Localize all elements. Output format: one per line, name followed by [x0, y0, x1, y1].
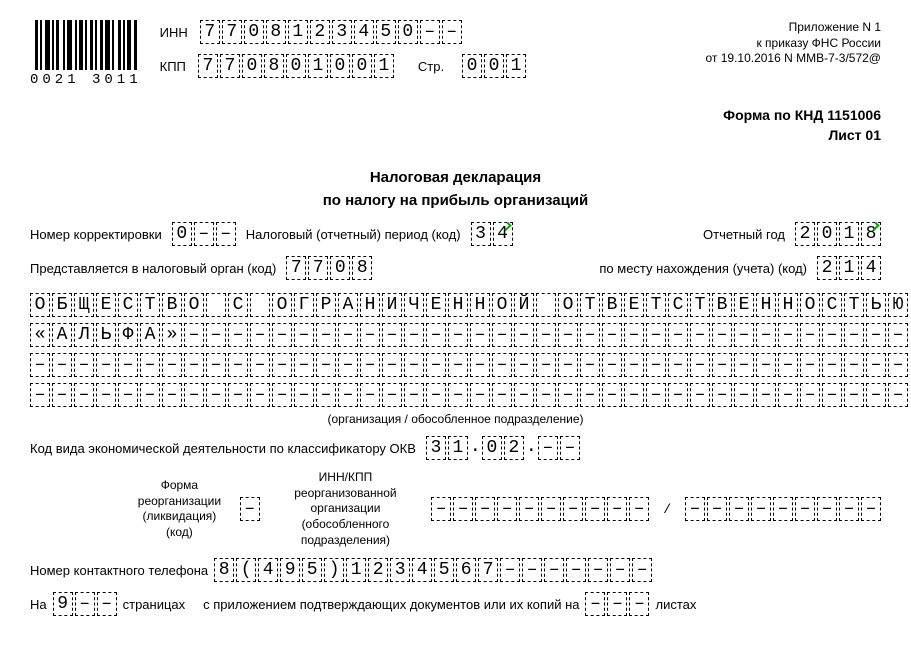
org-caption: (организация / обособленное подразделени… — [30, 412, 881, 426]
kpp-label: КПП — [160, 59, 186, 74]
organization-name: ОБЩЕСТВОСОГРАНИЧЕННОЙОТВЕТСТВЕННОСТЬЮ «А… — [30, 290, 881, 410]
form-code: Форма по КНД 1151006 Лист 01 — [30, 106, 881, 145]
report-year-field: 2018 — [795, 222, 881, 246]
reorg-form-label: Формареорганизации(ликвидация) (код) — [133, 478, 226, 540]
location-label: по месту нахождения (учета) (код) — [599, 261, 807, 276]
tax-period-label: Налоговый (отчетный) период (код) — [246, 227, 461, 242]
attach-label: с приложением подтверждающих документов … — [203, 597, 579, 612]
okved-field: 31.02.–– — [426, 436, 580, 460]
correction-label: Номер корректировки — [30, 227, 162, 242]
reorg-code-field: – — [240, 497, 260, 521]
location-field: 214 — [817, 256, 881, 280]
attach-count-field: ––– — [585, 592, 649, 616]
tax-period-field: 34 — [471, 222, 513, 246]
barcode: 0021 3011 — [30, 20, 142, 88]
phone-field: 8(495)1234567––––––– — [214, 558, 652, 582]
kpp-field: 770801001 — [198, 54, 394, 78]
reorg-inn-field: –––––––––– — [431, 497, 649, 521]
tax-office-label: Представляется в налоговый орган (код) — [30, 261, 276, 276]
page-label: Стр. — [418, 59, 444, 74]
inn-label: ИНН — [160, 25, 188, 40]
inn-field: 7708123450–– — [200, 20, 462, 44]
barcode-label: 0021 3011 — [30, 72, 142, 88]
tax-office-field: 7708 — [286, 256, 372, 280]
reorg-kpp-field: ––––––––– — [685, 497, 881, 521]
sheets-label: листах — [655, 597, 696, 612]
form-title: Налоговая декларация по налогу на прибыл… — [30, 167, 881, 212]
phone-label: Номер контактного телефона — [30, 563, 208, 578]
page-field: 001 — [462, 54, 526, 78]
okved-label: Код вида экономической деятельности по к… — [30, 441, 416, 456]
reorg-inn-label: ИНН/КПП реорганизованнойорганизации (обо… — [274, 470, 417, 548]
report-year-label: Отчетный год — [703, 227, 785, 242]
pages-count-field: 9–– — [53, 592, 117, 616]
header-note: Приложение N 1 к приказу ФНС России от 1… — [705, 20, 881, 67]
correction-field: 0–– — [172, 222, 236, 246]
pages-label: страницах — [123, 597, 186, 612]
on-label: На — [30, 597, 47, 612]
